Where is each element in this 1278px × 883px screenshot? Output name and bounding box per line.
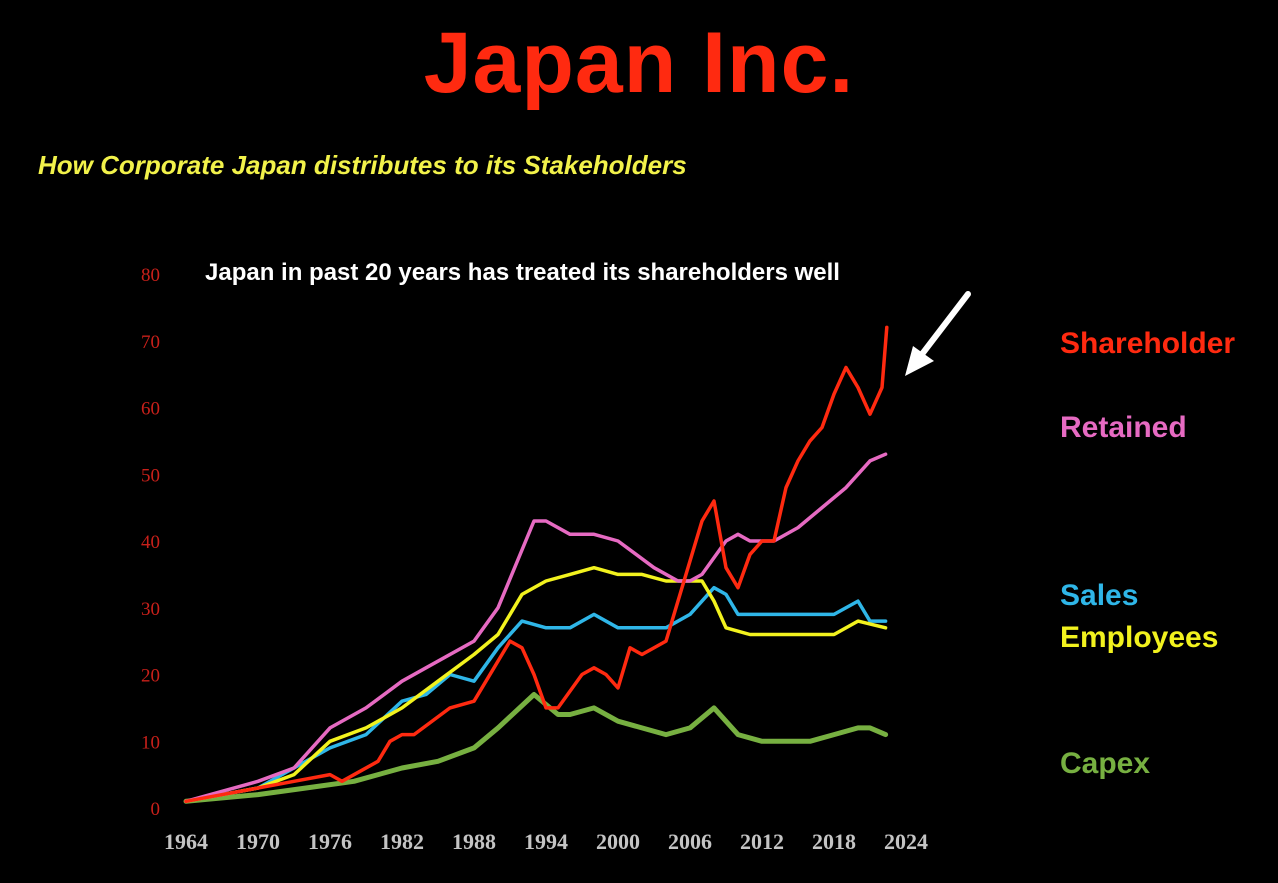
x-tick-label: 2006 [668, 829, 712, 854]
y-tick-label: 80 [141, 265, 160, 286]
series-lines [183, 325, 889, 804]
x-tick-label: 2024 [884, 829, 928, 854]
series-line-capex [183, 692, 889, 804]
series-line-sales [184, 585, 888, 804]
series-line-employees [184, 565, 888, 804]
x-tick-label: 1982 [380, 829, 424, 854]
y-tick-label: 0 [151, 799, 161, 820]
chart-annotation: Japan in past 20 years has treated its s… [205, 259, 840, 286]
x-tick-label: 2018 [812, 829, 856, 854]
y-axis-ticks: 0 10 20 30 40 50 60 70 80 [141, 265, 160, 820]
x-tick-label: 2012 [740, 829, 784, 854]
x-tick-label: 1976 [308, 829, 352, 854]
y-tick-label: 20 [141, 666, 160, 687]
x-tick-label: 1994 [524, 829, 568, 854]
y-tick-label: 50 [141, 465, 160, 486]
y-tick-label: 30 [141, 599, 160, 620]
legend-label-employees: Employees [1060, 621, 1218, 654]
y-tick-label: 70 [141, 332, 160, 353]
x-tick-label: 1988 [452, 829, 496, 854]
series-line-retained [184, 452, 888, 804]
y-tick-label: 60 [141, 399, 160, 420]
x-tick-label: 1964 [164, 829, 208, 854]
annotation-arrow-icon [905, 291, 971, 376]
x-tick-label: 1970 [236, 829, 280, 854]
page-title: Japan Inc. [423, 15, 855, 111]
y-tick-label: 10 [141, 732, 160, 753]
legend-label-shareholder: Shareholder [1060, 327, 1235, 360]
legend: Shareholder Retained Sales Employees Capex [1060, 327, 1235, 780]
y-tick-label: 40 [141, 532, 160, 553]
legend-label-capex: Capex [1060, 747, 1150, 780]
legend-label-sales: Sales [1060, 579, 1138, 612]
series-line-shareholder [184, 325, 889, 804]
chart-subtitle: How Corporate Japan distributes to its S… [38, 150, 687, 180]
legend-label-retained: Retained [1060, 411, 1187, 444]
x-tick-label: 2000 [596, 829, 640, 854]
x-axis-ticks: 1964 1970 1976 1982 1988 1994 2000 2006 2012 2018… [164, 829, 928, 854]
